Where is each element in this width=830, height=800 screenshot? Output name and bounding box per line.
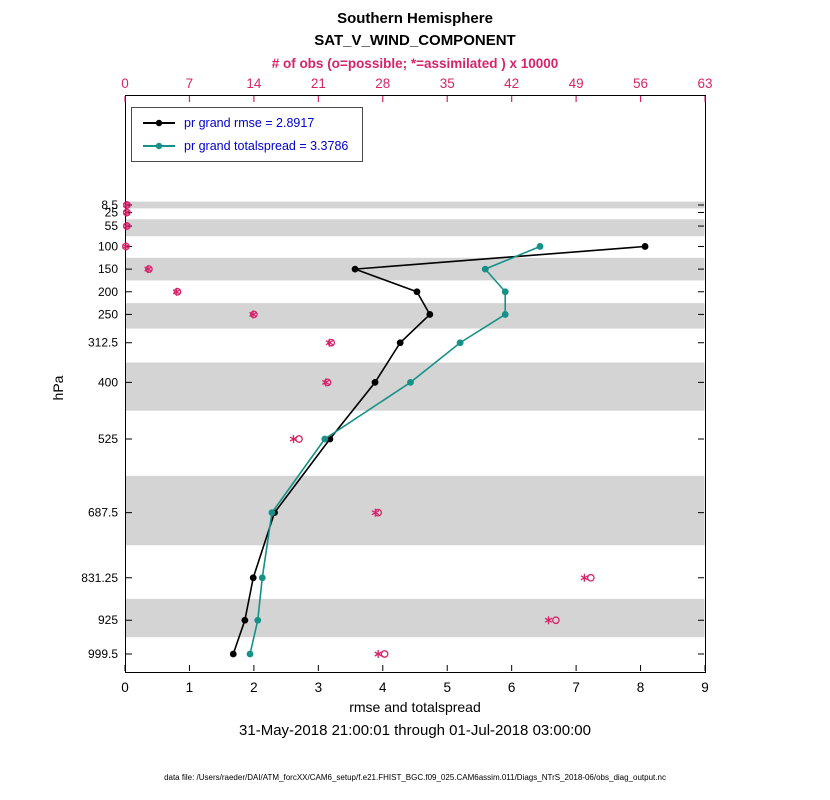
svg-text:5: 5	[443, 680, 451, 695]
svg-text:49: 49	[569, 76, 584, 91]
svg-text:35: 35	[440, 76, 455, 91]
legend-item-rmse: pr grand rmse = 2.8917	[142, 116, 348, 130]
svg-text:312.5: 312.5	[88, 336, 118, 350]
legend-label-totalspread: pr grand totalspread = 3.3786	[184, 139, 349, 153]
svg-text:0: 0	[121, 680, 129, 695]
data-file-path: data file: /Users/raeder/DAI/ATM_forcXX/…	[164, 773, 666, 782]
legend-line-totalspread-icon	[143, 142, 175, 150]
svg-text:7: 7	[572, 680, 580, 695]
legend-label-rmse: pr grand rmse = 2.8917	[184, 116, 315, 130]
svg-text:2: 2	[250, 680, 258, 695]
obs-axis-label: # of obs (o=possible; *=assimilated ) x …	[271, 56, 559, 71]
svg-text:150: 150	[98, 262, 118, 276]
chart-title: Southern Hemisphere	[337, 10, 493, 27]
date-range: 31-May-2018 21:00:01 through 01-Jul-2018…	[239, 722, 591, 739]
svg-text:55: 55	[105, 219, 119, 233]
svg-text:25: 25	[105, 205, 119, 219]
legend-item-totalspread: pr grand totalspread = 3.3786	[142, 139, 348, 153]
svg-text:525: 525	[98, 432, 118, 446]
plot-box	[125, 95, 706, 673]
shaded-bands	[125, 201, 705, 638]
svg-text:200: 200	[98, 285, 118, 299]
svg-text:400: 400	[98, 375, 118, 389]
legend-line-rmse-icon	[143, 119, 175, 127]
svg-text:250: 250	[98, 307, 118, 321]
svg-text:4: 4	[379, 680, 387, 695]
svg-text:831.25: 831.25	[81, 571, 118, 585]
svg-text:8: 8	[637, 680, 645, 695]
svg-text:1: 1	[186, 680, 194, 695]
obs-count-markers	[122, 201, 595, 658]
bottom-axis: 0 1 2 3 4 5 6 7 8 9	[121, 665, 709, 695]
top-axis: 0 7 14 21 28 35 42 49 56 63	[121, 76, 713, 102]
svg-text:21: 21	[311, 76, 326, 91]
svg-text:925: 925	[98, 613, 118, 627]
svg-text:999.5: 999.5	[88, 647, 118, 661]
x-axis-label: rmse and totalspread	[349, 699, 481, 715]
svg-text:42: 42	[504, 76, 519, 91]
svg-text:56: 56	[633, 76, 648, 91]
svg-text:63: 63	[697, 76, 712, 91]
svg-text:0: 0	[121, 76, 129, 91]
svg-text:687.5: 687.5	[88, 506, 118, 520]
svg-text:6: 6	[508, 680, 516, 695]
svg-text:28: 28	[375, 76, 390, 91]
svg-text:9: 9	[701, 680, 709, 695]
chart-variable-title: SAT_V_WIND_COMPONENT	[314, 32, 516, 49]
svg-text:7: 7	[186, 76, 194, 91]
svg-text:14: 14	[246, 76, 262, 91]
series-totalspread	[246, 243, 544, 658]
series-rmse	[229, 243, 649, 658]
y-axis-label: hPa	[50, 375, 66, 401]
legend: pr grand rmse = 2.8917 pr grand totalspr…	[131, 107, 364, 162]
svg-text:100: 100	[98, 239, 118, 253]
svg-text:3: 3	[315, 680, 323, 695]
svg-text:8.5: 8.5	[101, 198, 118, 212]
